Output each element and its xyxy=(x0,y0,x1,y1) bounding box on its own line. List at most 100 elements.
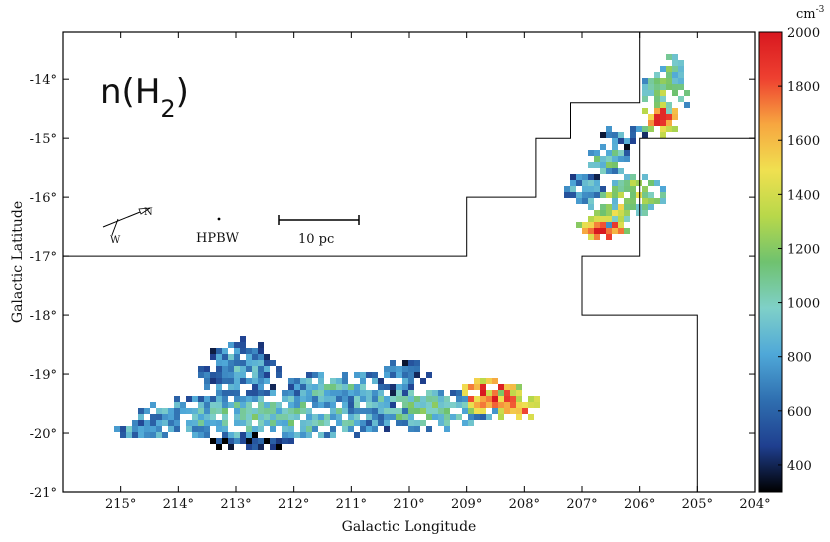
map-pixel xyxy=(672,90,678,96)
map-pixel xyxy=(186,426,192,432)
map-pixel xyxy=(270,414,276,420)
map-pixel xyxy=(336,378,342,384)
map-pixel xyxy=(390,408,396,414)
map-pixel xyxy=(294,396,300,402)
map-pixel xyxy=(216,396,222,402)
map-pixel xyxy=(360,426,366,432)
map-pixel xyxy=(600,216,606,222)
map-pixel xyxy=(642,186,648,192)
map-pixel xyxy=(186,420,192,426)
map-pixel xyxy=(216,444,222,450)
colorbar-ticks: 400 600 800 1000 1200 1400 1600 1800 2000 xyxy=(778,26,820,474)
map-pixel xyxy=(630,192,636,198)
map-pixel xyxy=(660,96,666,102)
map-pixel xyxy=(438,402,444,408)
map-pixel xyxy=(444,408,450,414)
map-pixel xyxy=(210,402,216,408)
map-pixel xyxy=(294,390,300,396)
map-pixel xyxy=(192,408,198,414)
map-pixel xyxy=(246,408,252,414)
y-tick-label: -14° xyxy=(30,73,57,88)
map-pixel xyxy=(354,372,360,378)
map-pixel xyxy=(126,432,132,438)
map-pixel xyxy=(672,54,678,60)
map-pixel xyxy=(204,402,210,408)
map-pixel xyxy=(306,390,312,396)
map-pixel xyxy=(618,186,624,192)
map-pixel xyxy=(606,216,612,222)
map-pixel xyxy=(234,354,240,360)
map-pixel xyxy=(324,402,330,408)
map-pixel xyxy=(366,420,372,426)
map-pixel xyxy=(450,390,456,396)
map-pixel xyxy=(150,426,156,432)
map-pixel xyxy=(444,414,450,420)
map-pixel xyxy=(372,426,378,432)
map-pixel xyxy=(270,426,276,432)
map-pixel xyxy=(198,426,204,432)
map-pixel xyxy=(318,414,324,420)
map-pixel xyxy=(210,396,216,402)
map-pixel xyxy=(246,420,252,426)
map-pixel xyxy=(348,426,354,432)
map-pixel xyxy=(144,420,150,426)
map-pixel xyxy=(606,192,612,198)
map-pixel xyxy=(444,402,450,408)
map-pixel xyxy=(636,210,642,216)
map-pixel xyxy=(414,360,420,366)
map-pixel xyxy=(258,414,264,420)
map-pixel xyxy=(252,354,258,360)
map-pixel xyxy=(294,414,300,420)
panel-title: n(H2) xyxy=(100,72,189,123)
map-pixel xyxy=(402,372,408,378)
map-pixel xyxy=(228,432,234,438)
map-pixel xyxy=(450,414,456,420)
map-pixel xyxy=(408,402,414,408)
map-pixel xyxy=(378,396,384,402)
map-pixel xyxy=(576,180,582,186)
map-pixel xyxy=(612,144,618,150)
x-tick-label: 215° xyxy=(105,497,136,512)
map-pixel xyxy=(282,438,288,444)
map-pixel xyxy=(198,372,204,378)
map-pixel xyxy=(144,426,150,432)
map-pixel xyxy=(318,420,324,426)
map-pixel xyxy=(264,372,270,378)
map-pixel xyxy=(654,84,660,90)
map-pixel xyxy=(444,396,450,402)
map-pixel xyxy=(252,444,258,450)
map-pixel xyxy=(408,414,414,420)
compass-north-label: N xyxy=(144,207,153,218)
map-pixel xyxy=(378,384,384,390)
map-pixel xyxy=(642,198,648,204)
map-pixel xyxy=(216,420,222,426)
compass-west-label: W xyxy=(110,235,121,246)
map-pixel xyxy=(612,138,618,144)
map-pixel xyxy=(336,420,342,426)
map-pixel xyxy=(114,426,120,432)
map-pixel xyxy=(450,402,456,408)
map-pixel xyxy=(336,414,342,420)
map-pixel xyxy=(576,198,582,204)
map-pixel xyxy=(474,414,480,420)
map-pixel xyxy=(270,438,276,444)
map-pixel xyxy=(594,156,600,162)
x-axis-label: Galactic Longitude xyxy=(342,519,477,535)
map-pixel xyxy=(378,408,384,414)
map-pixel xyxy=(312,414,318,420)
map-pixel xyxy=(222,432,228,438)
map-pixel xyxy=(210,372,216,378)
map-pixel xyxy=(402,384,408,390)
map-pixel xyxy=(228,390,234,396)
map-pixel xyxy=(294,402,300,408)
map-pixel xyxy=(612,228,618,234)
map-pixel xyxy=(354,396,360,402)
map-pixel xyxy=(612,156,618,162)
map-pixel xyxy=(642,96,648,102)
map-pixel xyxy=(132,420,138,426)
map-pixel xyxy=(162,420,168,426)
map-pixel xyxy=(210,414,216,420)
map-pixel xyxy=(432,402,438,408)
map-pixel xyxy=(204,420,210,426)
map-pixel xyxy=(480,384,486,390)
